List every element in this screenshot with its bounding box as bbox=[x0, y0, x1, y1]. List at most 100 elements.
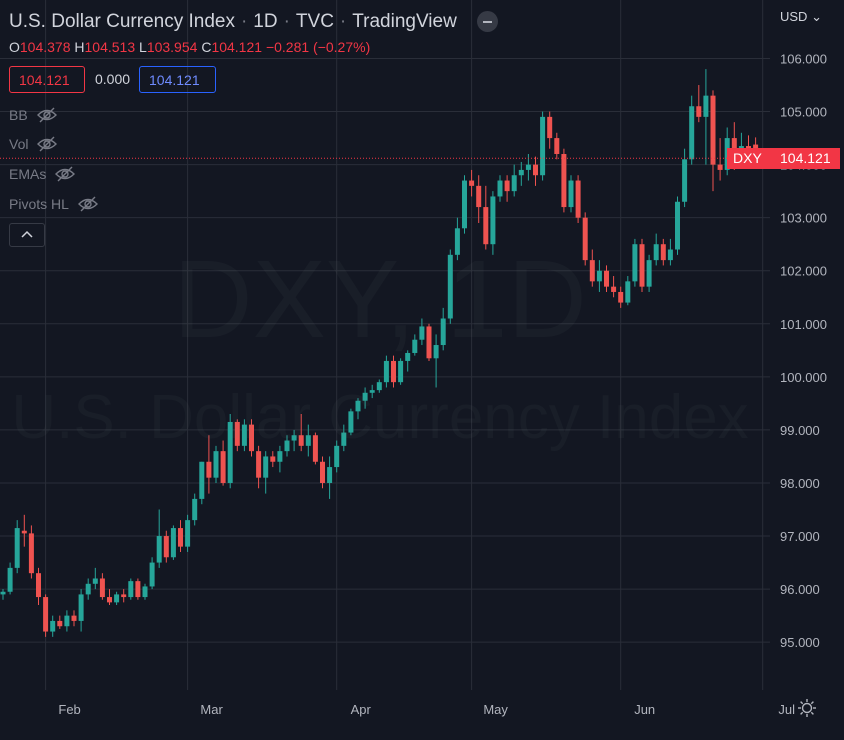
currency-selector[interactable]: USD ⌄ bbox=[780, 9, 822, 25]
candle-body bbox=[575, 180, 581, 218]
candle-body bbox=[689, 106, 695, 160]
candle bbox=[362, 387, 368, 409]
sell-price-box[interactable]: 104.121 bbox=[9, 66, 85, 93]
y-tick-label: 97.000 bbox=[780, 529, 820, 544]
y-tick-label: 95.000 bbox=[780, 635, 820, 650]
candle-body bbox=[547, 116, 553, 139]
candle-body bbox=[710, 95, 716, 165]
candle-body bbox=[568, 180, 574, 208]
candle bbox=[28, 525, 34, 579]
candle-body bbox=[71, 615, 77, 621]
candle bbox=[107, 589, 112, 606]
eye-off-icon[interactable] bbox=[36, 136, 58, 155]
candle-body bbox=[36, 573, 41, 598]
candle bbox=[440, 307, 446, 351]
interval-label[interactable]: 1D bbox=[253, 11, 278, 32]
candle bbox=[632, 238, 638, 287]
indicator-emas[interactable]: EMAs bbox=[9, 166, 76, 185]
candle bbox=[625, 276, 631, 306]
candle bbox=[355, 398, 361, 420]
candle bbox=[50, 615, 56, 637]
candle-body bbox=[426, 326, 432, 359]
indicator-bb[interactable]: BB bbox=[9, 107, 58, 126]
candle bbox=[291, 429, 297, 452]
settings-icon[interactable] bbox=[797, 698, 817, 723]
candle-body bbox=[419, 326, 425, 340]
collapse-legend-button[interactable] bbox=[477, 11, 498, 32]
candle-body bbox=[149, 562, 155, 587]
open-label: O bbox=[9, 39, 20, 55]
candle-body bbox=[128, 581, 134, 598]
indicator-vol[interactable]: Vol bbox=[9, 136, 58, 155]
candle bbox=[170, 525, 176, 560]
candle-body bbox=[398, 360, 404, 383]
candle-body bbox=[156, 536, 162, 563]
candle-body bbox=[241, 424, 247, 446]
eye-off-icon[interactable] bbox=[36, 107, 58, 126]
candle bbox=[369, 384, 375, 399]
high-value: 104.513 bbox=[84, 39, 136, 55]
x-tick-label: May bbox=[483, 702, 508, 717]
candle bbox=[256, 445, 262, 489]
candle-body bbox=[348, 411, 354, 433]
y-tick-label: 99.000 bbox=[780, 423, 820, 438]
candle-body bbox=[646, 260, 652, 287]
symbol-name[interactable]: U.S. Dollar Currency Index bbox=[9, 11, 235, 32]
candle-body bbox=[121, 594, 127, 598]
candle-body bbox=[433, 345, 439, 359]
candle-body bbox=[667, 249, 673, 261]
candle bbox=[163, 530, 169, 563]
candle bbox=[263, 451, 269, 494]
candle bbox=[348, 408, 354, 436]
candle-body bbox=[213, 451, 219, 478]
candle bbox=[284, 435, 290, 457]
buy-price-box[interactable]: 104.121 bbox=[139, 66, 216, 93]
eye-off-icon[interactable] bbox=[77, 196, 99, 215]
open-value: 104.378 bbox=[19, 39, 71, 55]
chart-grid bbox=[0, 0, 770, 690]
y-tick-label: 103.000 bbox=[780, 211, 827, 226]
spread-value: 0.000 bbox=[95, 71, 131, 87]
candle-body bbox=[596, 270, 602, 282]
candle bbox=[561, 148, 567, 213]
candle bbox=[21, 514, 27, 547]
chevron-up-icon bbox=[21, 230, 33, 238]
candle-body bbox=[28, 533, 34, 574]
candle-body bbox=[50, 620, 56, 632]
last-price-tag: DXY 104.121 bbox=[727, 148, 840, 169]
candle bbox=[419, 318, 425, 346]
candle bbox=[298, 414, 304, 452]
candle-body bbox=[497, 180, 503, 197]
chart-title: U.S. Dollar Currency Index · 1D · TVC · Tradin… bbox=[9, 11, 457, 32]
candle bbox=[582, 212, 588, 266]
candle bbox=[312, 432, 318, 465]
candle bbox=[270, 451, 276, 468]
candle-body bbox=[632, 244, 638, 282]
candle bbox=[660, 238, 666, 266]
candle bbox=[547, 111, 553, 149]
low-label: L bbox=[139, 39, 147, 55]
collapse-indicators-button[interactable] bbox=[9, 223, 45, 247]
candle-body bbox=[284, 440, 290, 452]
price-axis[interactable]: 95.000 96.000 97.000 98.000 99.000 100.000 101… bbox=[780, 52, 827, 651]
candle-body bbox=[178, 528, 183, 547]
candle-body bbox=[185, 520, 191, 547]
candle bbox=[277, 445, 283, 473]
candle-body bbox=[554, 138, 560, 155]
candle-body bbox=[99, 578, 105, 598]
indicator-pivots-hl[interactable]: Pivots HL bbox=[9, 196, 99, 215]
x-tick-label: Apr bbox=[351, 702, 372, 717]
candle-body bbox=[135, 581, 141, 598]
candle-body bbox=[682, 159, 688, 202]
y-tick-label: 100.000 bbox=[780, 370, 827, 385]
candle bbox=[185, 514, 191, 552]
eye-off-icon[interactable] bbox=[54, 166, 76, 185]
candle bbox=[206, 435, 212, 494]
candle bbox=[596, 260, 602, 292]
candle-body bbox=[504, 180, 510, 192]
candle bbox=[412, 334, 418, 356]
candle bbox=[220, 440, 226, 486]
candle bbox=[199, 461, 205, 505]
time-axis[interactable]: Feb Mar Apr May Jun Jul bbox=[58, 702, 795, 717]
